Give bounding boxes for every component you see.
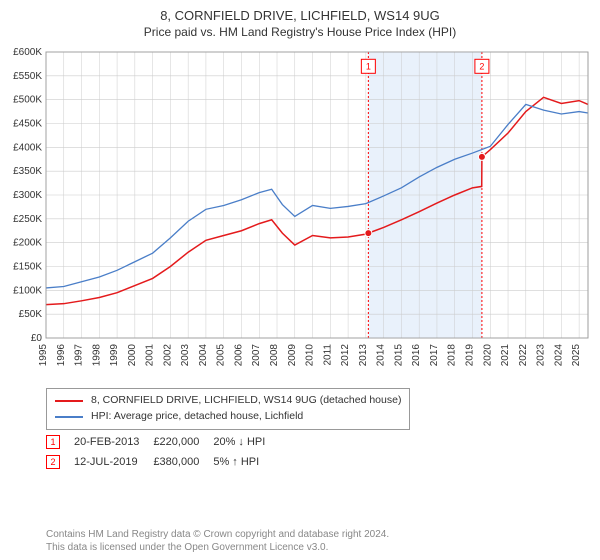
transactions-table: 1 20-FEB-2013£220,00020% ↓ HPI 2 12-JUL-201… — [46, 432, 279, 472]
svg-text:1995: 1995 — [38, 344, 49, 367]
legend-swatch — [55, 400, 83, 402]
svg-text:2005: 2005 — [216, 344, 227, 367]
svg-text:2022: 2022 — [518, 344, 529, 367]
transaction-price: £220,000 — [153, 432, 213, 452]
svg-text:2: 2 — [479, 61, 484, 71]
transaction-marker: 2 — [46, 455, 60, 469]
svg-text:1: 1 — [366, 61, 371, 71]
svg-text:£450K: £450K — [13, 119, 42, 130]
svg-text:2003: 2003 — [180, 344, 191, 367]
svg-text:2021: 2021 — [500, 344, 511, 367]
transaction-delta: 5% ↑ HPI — [213, 452, 279, 472]
svg-text:2019: 2019 — [464, 344, 475, 367]
footnote-line: This data is licensed under the Open Gov… — [46, 541, 389, 554]
svg-text:£400K: £400K — [13, 142, 42, 153]
line-chart-svg: £0 £50K £100K £150K £200K £250K £300K £350K £400… — [0, 48, 600, 378]
svg-text:£150K: £150K — [13, 262, 42, 273]
legend-label: 8, CORNFIELD DRIVE, LICHFIELD, WS14 9UG … — [91, 393, 401, 409]
svg-text:£50K: £50K — [19, 309, 43, 320]
svg-text:2024: 2024 — [553, 344, 564, 367]
svg-text:£0: £0 — [31, 333, 43, 344]
svg-text:2004: 2004 — [198, 344, 209, 367]
transaction-date: 12-JUL-2019 — [74, 452, 153, 472]
footnote-line: Contains HM Land Registry data © Crown c… — [46, 528, 389, 541]
svg-text:2011: 2011 — [322, 344, 333, 366]
svg-text:£500K: £500K — [13, 95, 42, 106]
svg-text:2018: 2018 — [447, 344, 458, 367]
svg-text:1997: 1997 — [74, 344, 85, 367]
legend-item: 8, CORNFIELD DRIVE, LICHFIELD, WS14 9UG … — [55, 393, 401, 409]
transaction-price: £380,000 — [153, 452, 213, 472]
transaction-date: 20-FEB-2013 — [74, 432, 153, 452]
svg-text:2009: 2009 — [287, 344, 298, 367]
transaction-delta: 20% ↓ HPI — [213, 432, 279, 452]
svg-text:£550K: £550K — [13, 71, 42, 82]
svg-text:2010: 2010 — [305, 344, 316, 367]
svg-text:£300K: £300K — [13, 190, 42, 201]
svg-text:£250K: £250K — [13, 214, 42, 225]
chart-area: £0 £50K £100K £150K £200K £250K £300K £350K £400… — [0, 48, 600, 378]
svg-text:2007: 2007 — [251, 344, 262, 367]
svg-text:£100K: £100K — [13, 285, 42, 296]
legend-item: HPI: Average price, detached house, Lich… — [55, 409, 401, 425]
legend-swatch — [55, 416, 83, 418]
svg-text:2015: 2015 — [393, 344, 404, 367]
table-row: 2 12-JUL-2019£380,0005% ↑ HPI — [46, 452, 279, 472]
chart-container: 8, CORNFIELD DRIVE, LICHFIELD, WS14 9UG … — [0, 0, 600, 560]
svg-text:£600K: £600K — [13, 48, 42, 58]
svg-text:2013: 2013 — [358, 344, 369, 367]
footnote: Contains HM Land Registry data © Crown c… — [46, 528, 389, 554]
svg-text:2008: 2008 — [269, 344, 280, 367]
legend: 8, CORNFIELD DRIVE, LICHFIELD, WS14 9UG … — [46, 388, 410, 430]
table-row: 1 20-FEB-2013£220,00020% ↓ HPI — [46, 432, 279, 452]
page-subtitle: Price paid vs. HM Land Registry's House … — [0, 23, 600, 39]
svg-text:2023: 2023 — [536, 344, 547, 367]
svg-text:2014: 2014 — [376, 344, 387, 367]
svg-text:2017: 2017 — [429, 344, 440, 367]
svg-text:1998: 1998 — [91, 344, 102, 367]
svg-text:2001: 2001 — [145, 344, 156, 367]
svg-text:2016: 2016 — [411, 344, 422, 367]
svg-text:2006: 2006 — [233, 344, 244, 367]
svg-text:£200K: £200K — [13, 238, 42, 249]
svg-text:2020: 2020 — [482, 344, 493, 367]
svg-text:1996: 1996 — [56, 344, 67, 367]
svg-text:2025: 2025 — [571, 344, 582, 367]
svg-text:2000: 2000 — [127, 344, 138, 367]
page-title: 8, CORNFIELD DRIVE, LICHFIELD, WS14 9UG — [0, 0, 600, 23]
svg-text:2012: 2012 — [340, 344, 351, 367]
svg-text:2002: 2002 — [162, 344, 173, 367]
legend-label: HPI: Average price, detached house, Lich… — [91, 409, 303, 425]
svg-text:£350K: £350K — [13, 166, 42, 177]
transaction-marker: 1 — [46, 435, 60, 449]
svg-text:1999: 1999 — [109, 344, 120, 367]
